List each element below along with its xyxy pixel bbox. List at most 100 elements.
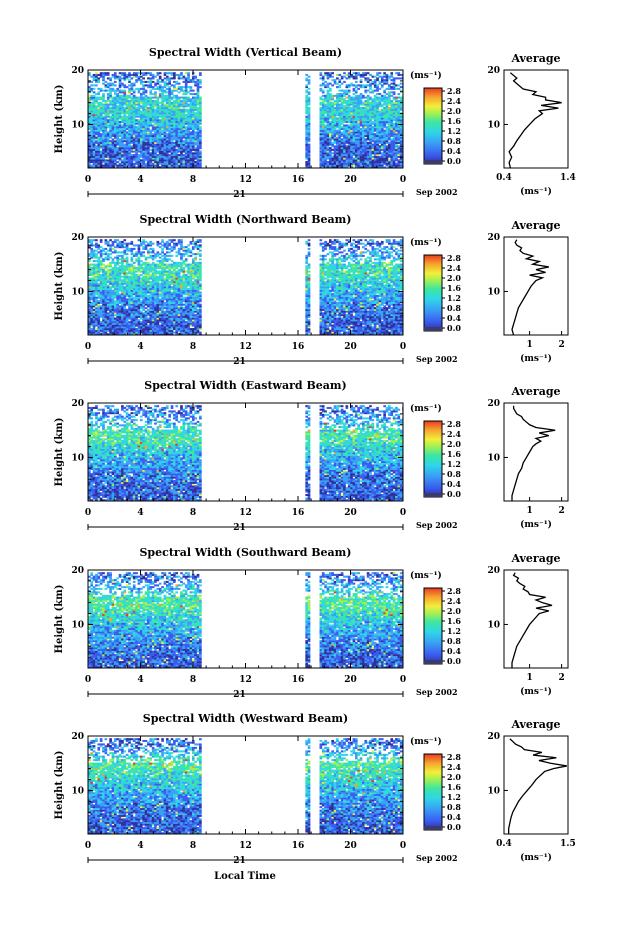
colorbar-tick-label: 0.4: [447, 313, 461, 323]
y-axis-title: Height (km): [54, 585, 65, 654]
avg-x-tick-label: 1: [526, 340, 532, 350]
x-tick-label: 0: [400, 175, 406, 185]
heatmap: [88, 405, 403, 501]
avg-frame: [504, 403, 568, 501]
avg-y-tick-label: 20: [487, 233, 500, 243]
x-tick-label: 4: [137, 675, 143, 685]
y-tick-label: 20: [71, 66, 84, 76]
x-tick-label: 0: [400, 675, 406, 685]
x-tick-label: 0: [85, 675, 91, 685]
avg-x-tick-label: 1.5: [560, 839, 576, 849]
colorbar-tick-label: 2.0: [447, 106, 461, 116]
colorbar-tick-label: 0.8: [447, 636, 461, 646]
avg-frame: [504, 736, 568, 834]
colorbar-tick-label: 0.4: [447, 812, 461, 822]
avg-x-tick-label: 1.4: [560, 173, 576, 183]
y-axis-title: Height (km): [54, 418, 65, 487]
day-label: 21: [233, 690, 246, 700]
x-tick-label: 16: [292, 175, 305, 185]
x-tick-label: 0: [85, 175, 91, 185]
colorbar-tick-label: 1.2: [447, 126, 461, 136]
colorbar-base: [424, 660, 442, 664]
y-tick-label: 20: [71, 566, 84, 576]
colorbar-tick-label: 2.8: [447, 86, 461, 96]
x-tick-label: 8: [190, 508, 196, 518]
colorbar-tick-label: 2.0: [447, 772, 461, 782]
x-tick-label: 8: [190, 841, 196, 851]
y-tick-label: 10: [71, 453, 84, 463]
colorbar-tick-label: 1.2: [447, 293, 461, 303]
colorbar: [424, 88, 442, 164]
colorbar-tick-label: 0.4: [447, 479, 461, 489]
colorbar-tick-label: 0.0: [447, 156, 461, 166]
y-axis-title: Height (km): [54, 751, 65, 820]
avg-y-tick-label: 10: [487, 287, 500, 297]
panel-title: Spectral Width (Westward Beam): [143, 712, 348, 725]
colorbar: [424, 588, 442, 664]
beam-panel: Spectral Width (Northward Beam)2010Heigh…: [54, 213, 568, 367]
colorbar: [424, 255, 442, 331]
colorbar-unit: (ms⁻¹): [410, 70, 442, 81]
x-tick-label: 4: [137, 508, 143, 518]
x-tick-label: 0: [85, 342, 91, 352]
avg-y-tick-label: 20: [487, 66, 500, 76]
colorbar-tick-label: 0.8: [447, 802, 461, 812]
beam-panel: Spectral Width (Westward Beam)2010Height…: [54, 712, 576, 866]
x-tick-label: 0: [85, 841, 91, 851]
colorbar-tick-label: 0.8: [447, 469, 461, 479]
panel-title: Spectral Width (Eastward Beam): [144, 379, 346, 392]
avg-x-tick-label: 2: [558, 340, 564, 350]
colorbar-tick-label: 2.0: [447, 273, 461, 283]
avg-x-tick-label: 2: [558, 506, 564, 516]
date-label: Sep 2002: [416, 687, 458, 697]
heatmap: [88, 72, 403, 168]
x-tick-label: 20: [344, 342, 357, 352]
day-label: 21: [233, 357, 246, 367]
day-label: 21: [233, 190, 246, 200]
x-tick-label: 12: [239, 841, 252, 851]
x-tick-label: 20: [344, 675, 357, 685]
colorbar-tick-label: 1.6: [447, 283, 461, 293]
date-label: Sep 2002: [416, 354, 458, 364]
x-tick-label: 16: [292, 841, 305, 851]
avg-y-tick-label: 10: [487, 786, 500, 796]
colorbar-tick-label: 0.8: [447, 136, 461, 146]
y-axis-title: Height (km): [54, 85, 65, 154]
avg-title: Average: [510, 385, 560, 398]
colorbar-tick-label: 0.0: [447, 656, 461, 666]
x-tick-label: 20: [344, 175, 357, 185]
x-tick-label: 16: [292, 342, 305, 352]
colorbar-tick-label: 2.8: [447, 586, 461, 596]
avg-x-axis-title: (ms⁻¹): [520, 353, 552, 364]
panel-title: Spectral Width (Southward Beam): [139, 546, 351, 559]
colorbar-tick-label: 0.0: [447, 323, 461, 333]
colorbar-tick-label: 1.2: [447, 792, 461, 802]
avg-x-axis-title: (ms⁻¹): [520, 186, 552, 197]
x-tick-label: 0: [400, 841, 406, 851]
avg-y-tick-label: 10: [487, 120, 500, 130]
colorbar-tick-label: 0.8: [447, 303, 461, 313]
avg-x-tick-label: 2: [558, 673, 564, 683]
panel-title: Spectral Width (Northward Beam): [140, 213, 352, 226]
colorbar-tick-label: 0.0: [447, 489, 461, 499]
x-tick-label: 8: [190, 675, 196, 685]
x-tick-label: 20: [344, 508, 357, 518]
x-tick-label: 16: [292, 508, 305, 518]
colorbar-tick-label: 2.4: [447, 263, 461, 273]
x-tick-label: 4: [137, 175, 143, 185]
colorbar-tick-label: 1.6: [447, 782, 461, 792]
colorbar: [424, 754, 442, 830]
x-tick-label: 4: [137, 342, 143, 352]
colorbar-tick-label: 0.4: [447, 146, 461, 156]
colorbar: [424, 421, 442, 497]
day-label: 21: [233, 523, 246, 533]
x-tick-label: 0: [85, 508, 91, 518]
colorbar-tick-label: 2.8: [447, 253, 461, 263]
avg-x-tick-label: 1: [526, 506, 532, 516]
avg-title: Average: [510, 52, 560, 65]
colorbar-base: [424, 327, 442, 331]
colorbar-tick-label: 2.8: [447, 752, 461, 762]
y-tick-label: 10: [71, 620, 84, 630]
x-tick-label: 8: [190, 342, 196, 352]
colorbar-tick-label: 2.0: [447, 439, 461, 449]
